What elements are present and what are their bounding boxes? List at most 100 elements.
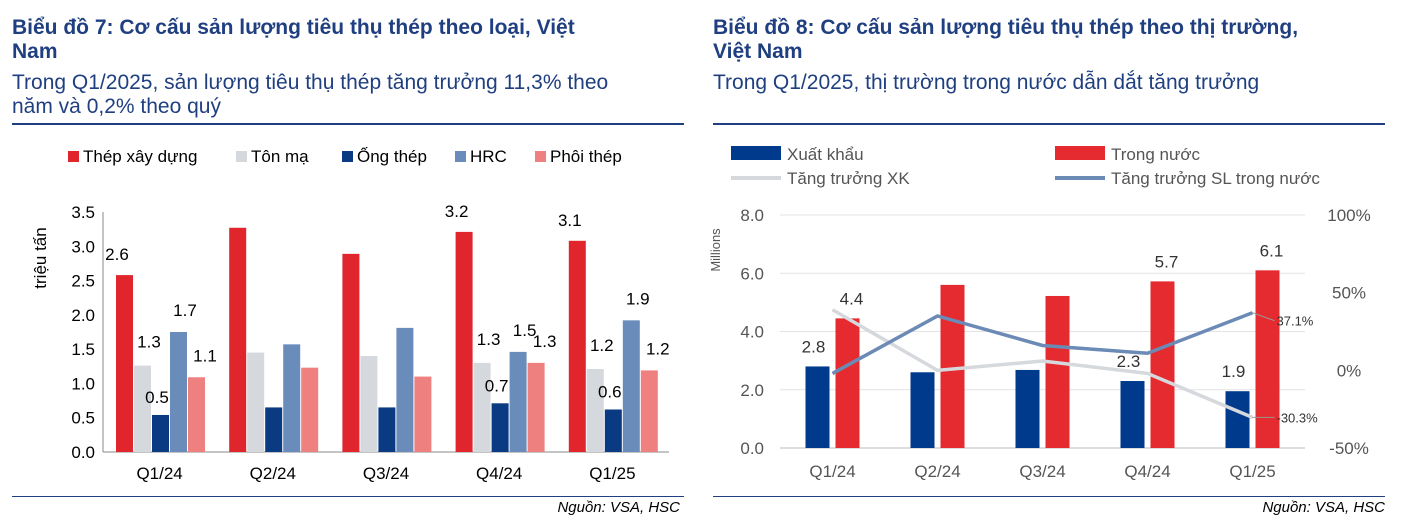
chart8-subtitle: Trong Q1/2025, thị trường trong nước dẫn… — [713, 71, 1259, 95]
data-label-0-3: 3.2 — [445, 202, 469, 221]
chart7-title-line1: Biểu đồ 7: Cơ cấu sản lượng tiêu thụ thé… — [12, 16, 575, 39]
y-tick-label: 0.5 — [71, 409, 95, 428]
y-axis-label: triệu tấn — [31, 227, 50, 288]
bar-4-0 — [188, 377, 205, 452]
bar-0-2 — [342, 253, 360, 452]
y-tick-label: 0.0 — [71, 443, 95, 462]
bar-3-1 — [283, 344, 301, 452]
chart8-svg: Xuất khẩu Trong nước Tăng trưởng XK Tăng tr… — [708, 145, 1371, 481]
bar-1-1 — [940, 284, 965, 448]
y-tick-label: 4.0 — [740, 323, 764, 342]
data-label-1-4: 1.2 — [590, 336, 614, 355]
x-tick-label: Q3/24 — [363, 464, 409, 483]
y-tick-label: 2.5 — [71, 272, 95, 291]
chart8-source: Nguồn: VSA, HSC — [1262, 499, 1385, 516]
bar-1-0 — [835, 318, 860, 448]
chart-panel-steel-by-market: Biểu đồ 8: Cơ cấu sản lượng tiêu thụ thé… — [700, 0, 1405, 527]
bar-1-0 — [134, 365, 151, 452]
bar-0-4 — [568, 240, 586, 452]
legend-label-4: Phôi thép — [550, 147, 622, 166]
bar-2-2 — [378, 407, 396, 452]
y2-tick-label: 50% — [1332, 284, 1366, 303]
y2-tick-label: 0% — [1337, 361, 1362, 380]
data-label-4-0: 1.1 — [193, 346, 217, 365]
data-label-4-3: 1.3 — [533, 332, 557, 351]
data-label-1-4: 6.1 — [1260, 241, 1284, 260]
data-label-2-0: 0.5 — [145, 388, 169, 407]
chart7-subtitle: Trong Q1/2025, sản lượng tiêu thụ thép t… — [12, 71, 608, 119]
annotation-domestic-growth: 37.1% — [1277, 314, 1314, 329]
chart8-title-line1: Biểu đồ 8: Cơ cấu sản lượng tiêu thụ thé… — [713, 16, 1299, 39]
x-tick-label: Q1/24 — [809, 462, 855, 481]
chart8-subtitle-line1: Trong Q1/2025, thị trường trong nước dẫn… — [713, 71, 1260, 94]
line-series-0 — [831, 308, 1254, 420]
legend-swatch-3 — [455, 151, 466, 162]
y2-tick-label: -50% — [1329, 439, 1369, 458]
data-label-0-3: 2.3 — [1117, 352, 1141, 371]
data-label-0-0: 2.8 — [802, 337, 826, 356]
bar-4-3 — [527, 362, 545, 452]
chart8-title: Biểu đồ 8: Cơ cấu sản lượng tiêu thụ thé… — [713, 16, 1298, 64]
bar-1-3 — [473, 362, 491, 452]
legend-swatch-0 — [68, 151, 79, 162]
bar-1-2 — [1045, 295, 1070, 448]
data-label-0-4: 3.1 — [558, 211, 582, 230]
chart7-title: Biểu đồ 7: Cơ cấu sản lượng tiêu thụ thé… — [12, 16, 575, 64]
x-tick-label: Q4/24 — [1124, 462, 1170, 481]
bar-3-2 — [396, 327, 414, 452]
bar-1-4 — [1255, 270, 1280, 448]
data-label-0-0: 2.6 — [105, 245, 129, 264]
legend-label-domestic: Trong nước — [1111, 145, 1200, 164]
data-label-3-4: 1.9 — [626, 289, 650, 308]
legend-label-export-growth: Tăng trưởng XK — [787, 169, 910, 188]
data-label-2-4: 0.6 — [598, 382, 622, 401]
bar-0-3 — [1120, 381, 1145, 448]
chart7-subtitle-line1: Trong Q1/2025, sản lượng tiêu thụ thép t… — [12, 71, 609, 94]
y-tick-label: 8.0 — [740, 206, 764, 225]
legend-label-domestic-growth: Tăng trưởng SL trong nước — [1111, 169, 1320, 188]
bar-1-4 — [586, 369, 604, 452]
chart7-title-line2: Nam — [12, 40, 58, 63]
chart7-svg: Thép xây dựng Tôn mạ Ống thép HRC Phôi thép 0… — [31, 146, 670, 483]
chart8-bottom-rule — [713, 496, 1385, 497]
chart7-source: Nguồn: VSA, HSC — [557, 499, 680, 516]
bar-4-2 — [414, 376, 432, 452]
legend-label-1: Tôn mạ — [251, 147, 309, 166]
bar-0-1 — [229, 227, 247, 452]
x-tick-label: Q2/24 — [250, 464, 296, 483]
data-label-1-3: 5.7 — [1155, 252, 1179, 271]
bar-0-0 — [116, 275, 133, 452]
y-tick-label: 2.0 — [740, 381, 764, 400]
bar-2-3 — [491, 403, 509, 452]
bar-2-4 — [604, 409, 622, 452]
bar-0-1 — [910, 372, 935, 448]
data-label-1-0: 1.3 — [137, 333, 161, 352]
chart7-bottom-rule — [12, 496, 684, 497]
annotation-export-growth: -30.3% — [1277, 410, 1319, 425]
x-tick-label: Q1/25 — [1229, 462, 1275, 481]
y-tick-label: 0.0 — [740, 439, 764, 458]
bar-0-2 — [1015, 369, 1040, 448]
data-label-4-4: 1.2 — [646, 339, 670, 358]
bar-3-4 — [622, 320, 640, 452]
data-label-1-3: 1.3 — [477, 330, 501, 349]
bar-4-1 — [301, 367, 319, 452]
y-tick-label: 3.0 — [71, 237, 95, 256]
y-tick-label: 6.0 — [740, 264, 764, 283]
line-series-1 — [831, 311, 1254, 375]
legend-swatch-domestic — [1055, 146, 1105, 160]
legend-label-2: Ống thép — [357, 146, 427, 166]
chart-panel-steel-by-type: Biểu đồ 7: Cơ cấu sản lượng tiêu thụ thé… — [0, 0, 700, 527]
x-tick-label: Q2/24 — [914, 462, 960, 481]
y-tick-label: 2.0 — [71, 306, 95, 325]
data-label-2-3: 0.7 — [485, 376, 509, 395]
y2-tick-label: 100% — [1327, 206, 1370, 225]
legend-swatch-1 — [236, 151, 247, 162]
legend-swatch-2 — [342, 151, 353, 162]
y-tick-label: 1.5 — [71, 340, 95, 359]
annotation-leader-domestic — [1252, 312, 1275, 322]
y-axis-label: Millions — [708, 228, 723, 272]
chart8-top-rule — [713, 123, 1385, 125]
chart8-title-line2: Việt Nam — [713, 40, 803, 63]
bar-2-0 — [152, 414, 169, 452]
